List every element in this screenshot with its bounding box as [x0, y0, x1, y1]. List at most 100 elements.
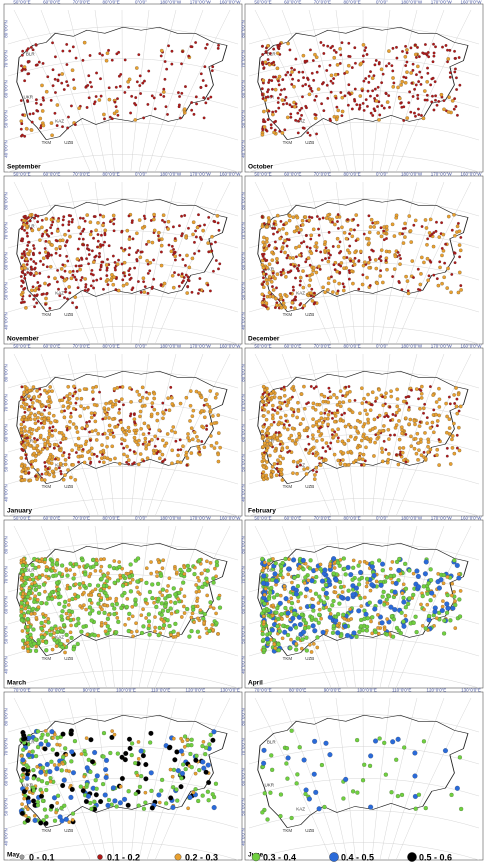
station-dot: [396, 567, 402, 573]
station-dot: [379, 255, 383, 259]
station-dot: [156, 437, 160, 441]
station-dot: [450, 446, 455, 450]
station-dot: [74, 623, 79, 628]
graticule: [94, 697, 115, 861]
station-dot: [28, 443, 32, 448]
station-dot: [354, 239, 358, 243]
station-dot: [189, 615, 194, 620]
station-dot: [185, 456, 190, 460]
station-dot: [442, 99, 446, 103]
station-dot: [389, 419, 392, 422]
station-dot: [140, 226, 145, 230]
station-dot: [68, 731, 74, 737]
station-dot: [20, 266, 24, 271]
station-dot: [80, 788, 86, 794]
station-dot: [144, 446, 148, 451]
station-dot: [103, 410, 107, 414]
station-dot: [170, 402, 175, 406]
station-dot: [199, 72, 203, 76]
station-dot: [24, 763, 29, 768]
station-dot: [120, 230, 124, 234]
station-dot: [62, 803, 67, 808]
station-dot: [150, 596, 155, 601]
station-dot: [38, 116, 43, 121]
latitude-label: 70°0'0"N: [241, 50, 246, 68]
station-dot: [45, 265, 49, 269]
station-dot: [135, 259, 139, 263]
graticule: [254, 697, 332, 861]
station-dot: [24, 467, 28, 472]
station-dot: [20, 434, 24, 438]
station-dot: [290, 82, 294, 86]
station-dot: [209, 95, 213, 99]
station-dot: [118, 407, 121, 411]
station-dot: [91, 397, 95, 401]
station-dot: [168, 767, 173, 772]
station-dot: [171, 785, 176, 790]
station-dot: [302, 303, 306, 308]
station-dot: [397, 446, 402, 450]
station-dot: [372, 225, 376, 229]
station-dot: [189, 389, 193, 393]
station-dot: [318, 598, 323, 603]
station-dot: [430, 420, 435, 425]
station-dot: [203, 752, 208, 757]
station-dot: [147, 431, 151, 435]
station-dot: [457, 572, 461, 576]
station-dot: [314, 465, 319, 470]
station-dot: [152, 277, 156, 281]
station-dot: [140, 250, 144, 254]
station-dot: [280, 617, 284, 621]
station-dot: [28, 478, 33, 483]
station-dot: [19, 610, 24, 614]
station-dot: [206, 241, 210, 245]
station-dot: [205, 559, 209, 564]
station-dot: [444, 242, 447, 246]
station-dot: [373, 258, 378, 262]
country-label: BLR: [26, 52, 36, 57]
station-dot: [79, 629, 84, 634]
graticule: [154, 525, 231, 689]
station-dot: [453, 70, 457, 74]
station-dot: [187, 226, 190, 230]
station-dot: [328, 395, 333, 400]
station-dot: [73, 295, 78, 299]
station-dot: [379, 269, 383, 273]
station-dot: [395, 56, 399, 60]
station-dot: [288, 645, 293, 651]
station-dot: [423, 218, 428, 222]
station-dot: [116, 113, 120, 117]
station-dot: [125, 597, 130, 601]
station-dot: [371, 114, 375, 117]
latitude-label: 60°0'0"N: [241, 80, 246, 98]
station-dot: [177, 91, 180, 95]
station-dot: [41, 425, 45, 430]
station-dot: [89, 593, 94, 597]
station-dot: [335, 630, 341, 636]
station-dot: [197, 213, 200, 217]
station-dot: [401, 623, 407, 629]
station-dot: [283, 400, 287, 404]
graticule: [254, 525, 332, 689]
station-dot: [272, 642, 277, 647]
station-dot: [455, 446, 459, 450]
station-dot: [398, 253, 401, 257]
station-dot: [273, 449, 277, 453]
station-dot: [170, 273, 175, 278]
station-dot: [36, 640, 42, 645]
station-dot: [288, 291, 292, 295]
latitude-label: 80°0'0"N: [4, 708, 9, 726]
station-dot: [49, 420, 53, 425]
station-dot: [96, 583, 101, 588]
station-dot: [68, 794, 74, 800]
station-dot: [411, 68, 415, 72]
station-dot: [296, 566, 301, 571]
station-dot: [24, 306, 28, 310]
station-dot: [274, 110, 278, 113]
station-dot: [47, 460, 51, 465]
station-dot: [347, 422, 351, 427]
station-dot: [434, 229, 438, 233]
station-dot: [334, 432, 339, 437]
station-dot: [388, 105, 391, 109]
station-dot: [126, 616, 131, 621]
